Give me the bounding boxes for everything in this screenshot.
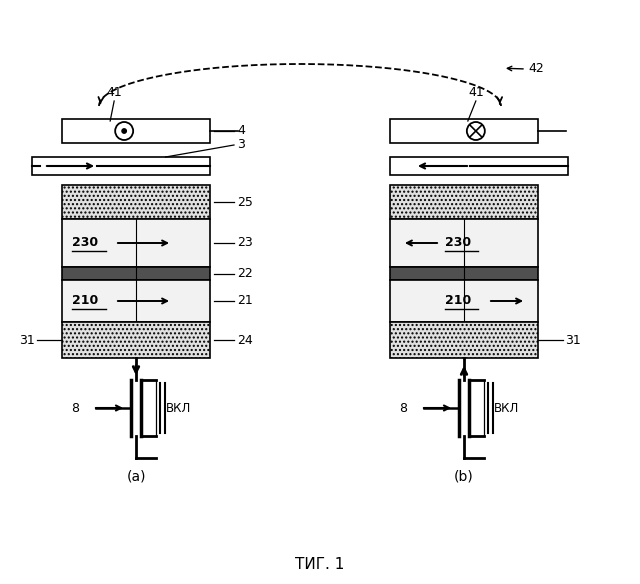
Text: ΤИГ. 1: ΤИГ. 1 <box>295 557 345 572</box>
Bar <box>390 280 538 322</box>
Text: 31: 31 <box>565 333 580 346</box>
Text: 31: 31 <box>19 333 35 346</box>
Text: 41: 41 <box>468 86 484 99</box>
Text: 210: 210 <box>72 294 99 308</box>
Text: 8: 8 <box>399 402 407 415</box>
Bar <box>62 219 210 267</box>
Text: 210: 210 <box>445 294 471 308</box>
Bar <box>390 185 538 219</box>
Text: ВКЛ: ВКЛ <box>494 402 519 415</box>
Text: 230: 230 <box>445 237 471 249</box>
Bar <box>62 280 210 322</box>
Text: 24: 24 <box>237 333 253 346</box>
Bar <box>62 267 210 280</box>
Bar <box>62 322 210 358</box>
Text: 25: 25 <box>237 196 253 208</box>
Circle shape <box>122 129 126 133</box>
Text: ВКЛ: ВКЛ <box>166 402 191 415</box>
Bar <box>32 157 210 175</box>
Bar <box>390 219 538 267</box>
Text: 3: 3 <box>237 138 245 151</box>
Text: 22: 22 <box>237 267 253 280</box>
Text: 41: 41 <box>106 86 122 99</box>
Text: 4: 4 <box>237 124 245 137</box>
Text: 230: 230 <box>72 237 98 249</box>
Bar <box>390 267 538 280</box>
Bar <box>390 157 568 175</box>
Text: 42: 42 <box>528 62 544 75</box>
Text: 23: 23 <box>237 237 253 249</box>
Bar <box>62 119 210 143</box>
Text: 21: 21 <box>237 294 253 308</box>
Text: 8: 8 <box>71 402 79 415</box>
Bar <box>390 322 538 358</box>
Text: (b): (b) <box>454 470 474 484</box>
Bar <box>390 119 538 143</box>
Bar <box>62 185 210 219</box>
Text: (a): (a) <box>126 470 146 484</box>
